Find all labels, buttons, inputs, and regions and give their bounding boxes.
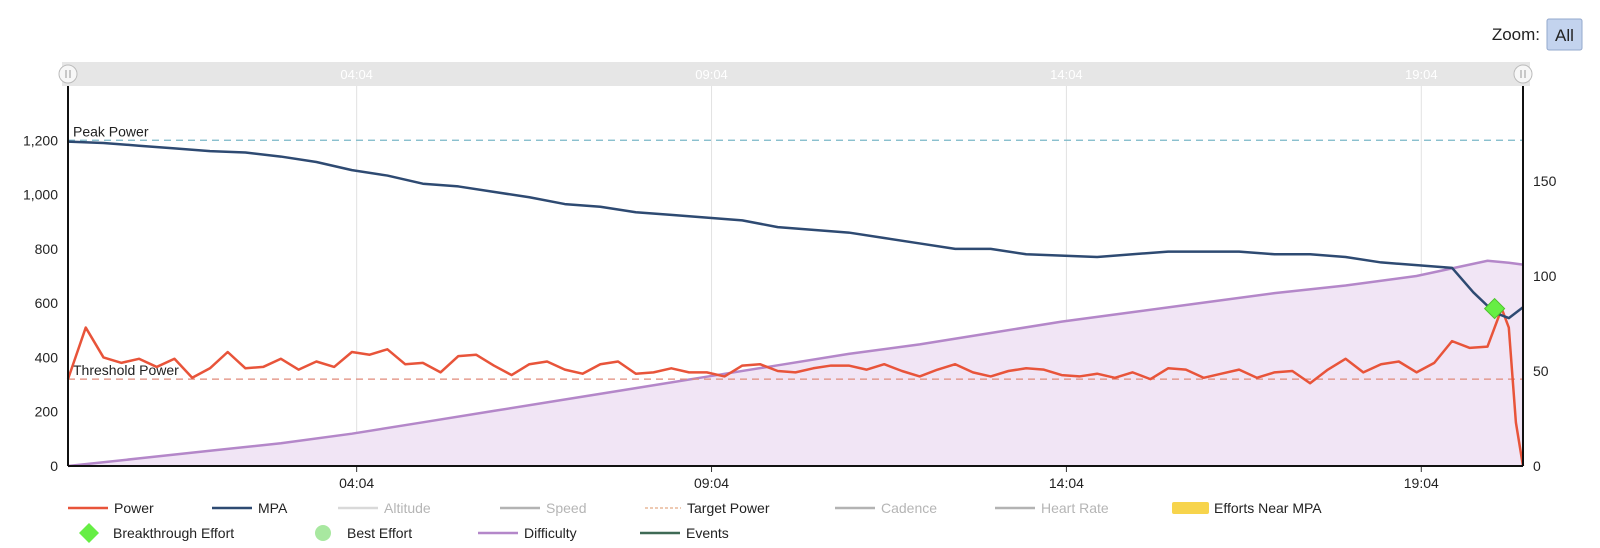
y-left-tick-label: 200 [35,404,59,420]
legend-label: Speed [546,500,586,516]
legend-item-mpa[interactable]: MPA [212,500,288,516]
navigator-handle-left[interactable] [58,64,78,84]
breakthrough-effort-marker[interactable] [1483,297,1506,320]
legend-label: MPA [258,500,288,516]
legend-item-power[interactable]: Power [68,500,154,516]
navigator-handle-right[interactable] [1513,64,1533,84]
legend-label: Target Power [687,500,770,516]
y-right-tick-label: 150 [1533,173,1557,189]
legend-label: Events [686,525,729,541]
navigator-tick-label: 04:04 [340,67,373,82]
legend-item-heart-rate[interactable]: Heart Rate [995,500,1109,516]
y-right-tick-label: 100 [1533,268,1557,284]
legend-label: Difficulty [524,525,577,541]
legend-item-target-power[interactable]: Target Power [645,500,770,516]
x-tick-label: 09:04 [694,475,729,491]
legend-item-best-effort[interactable]: Best Effort [315,525,412,541]
legend-label: Best Effort [347,525,412,541]
zoom-label: Zoom: [1492,25,1540,44]
legend-item-events[interactable]: Events [640,525,729,541]
legend-label: Cadence [881,500,937,516]
navigator-track[interactable] [62,62,1530,86]
plot-area: 04:04 09:04 14:04 19:04 0 200 400 600 800 1,000 1,… [23,86,1557,491]
y-left-tick-label: 1,200 [23,132,58,148]
zoom-all-button[interactable]: All [1546,18,1583,51]
difficulty-line [67,259,1524,468]
zoom-control: Zoom: All [1492,18,1583,51]
navigator-tick-label: 14:04 [1050,67,1083,82]
legend-symbol [315,525,331,541]
legend-label: Altitude [384,500,431,516]
power-series-line [66,307,1525,467]
x-tick-label: 14:04 [1049,475,1084,491]
y-right-tick-label: 50 [1533,363,1549,379]
zoom-all-label: All [1555,26,1574,45]
legend-label: Efforts Near MPA [1214,500,1322,516]
navigator-tick-label: 09:04 [695,67,728,82]
mpa-series-line [67,140,1524,320]
legend-item-speed[interactable]: Speed [500,500,586,516]
peak-power-label: Peak Power [73,123,149,139]
legend-label: Breakthrough Effort [113,525,234,541]
y-left-tick-label: 600 [35,295,59,311]
navigator-ticks: 04:04 09:04 14:04 19:04 [340,67,1437,82]
legend-item-cadence[interactable]: Cadence [835,500,937,516]
legend-item-breakthrough-effort[interactable]: Breakthrough Effort [79,523,234,543]
legend-label: Heart Rate [1041,500,1109,516]
y-left-tick-label: 0 [50,458,58,474]
legend-item-altitude[interactable]: Altitude [338,500,431,516]
legend-label: Power [114,500,154,516]
y-left-tick-label: 400 [35,349,59,365]
y-left-tick-label: 1,000 [23,187,58,203]
legend-symbol [1172,502,1209,514]
navigator-tick-label: 19:04 [1405,67,1438,82]
legend-symbol [79,523,99,543]
navigator[interactable]: 04:04 09:04 14:04 19:04 [58,62,1533,86]
legend-item-efforts-near-mpa[interactable]: Efforts Near MPA [1172,500,1322,516]
legend: Power MPA Altitude Speed Target Power Cadence… [68,500,1322,543]
y-right-tick-label: 0 [1533,458,1541,474]
legend-item-difficulty[interactable]: Difficulty [478,525,577,541]
y-left-tick-label: 800 [35,241,59,257]
x-tick-label: 19:04 [1404,475,1439,491]
x-tick-label: 04:04 [339,475,374,491]
